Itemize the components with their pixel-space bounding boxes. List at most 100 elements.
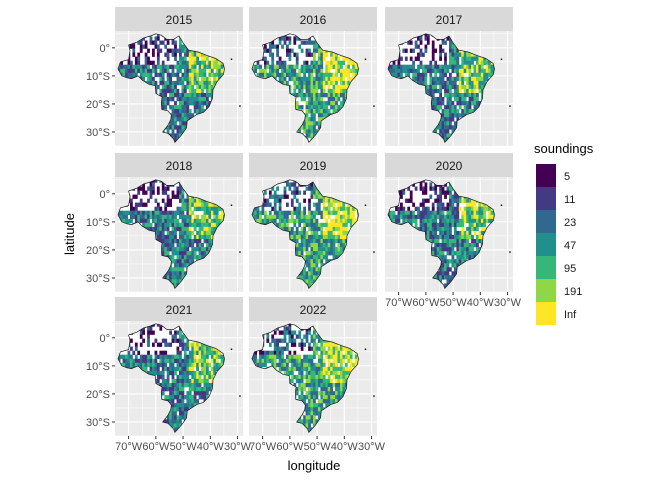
sounding-cell: [169, 271, 172, 276]
sounding-cell: [444, 88, 447, 94]
sounding-cell: [156, 33, 160, 37]
sounding-cell: [315, 68, 319, 74]
sounding-cell: [349, 60, 353, 65]
sounding-cell: [308, 64, 311, 69]
sounding-cell: [417, 80, 420, 86]
sounding-cell: [327, 222, 331, 228]
sounding-cell: [183, 84, 187, 90]
sounding-cell: [254, 64, 257, 69]
sounding-cell: [188, 202, 192, 207]
sounding-cell: [283, 190, 287, 195]
sounding-cell: [179, 210, 182, 215]
sounding-cell: [266, 218, 270, 224]
sounding-cell: [176, 275, 180, 280]
sounding-cell: [449, 133, 452, 138]
sounding-cell: [166, 247, 170, 252]
sounding-cell: [122, 64, 126, 69]
sounding-cell: [325, 230, 329, 236]
sounding-cell: [436, 101, 440, 106]
sounding-cell: [446, 105, 450, 110]
sounding-cell: [288, 230, 292, 236]
sounding-cell: [264, 210, 267, 215]
sounding-cell: [327, 251, 331, 256]
sounding-cell: [441, 101, 445, 106]
sounding-cell: [461, 52, 465, 57]
sounding-cell: [431, 84, 435, 90]
sounding-cell: [127, 60, 131, 65]
sounding-cell: [169, 210, 172, 215]
sounding-cell: [208, 202, 212, 207]
sounding-cell: [196, 88, 199, 94]
sounding-cell: [169, 88, 172, 94]
sounding-cell: [179, 93, 182, 98]
sounding-cell: [488, 60, 491, 65]
sounding-cell: [320, 76, 324, 82]
sounding-cell: [181, 271, 185, 276]
sounding-cell: [171, 105, 175, 110]
sounding-cell: [176, 125, 180, 130]
sounding-cell: [344, 68, 348, 74]
sounding-cell: [320, 52, 324, 57]
sounding-cell: [213, 64, 217, 69]
sounding-cell: [293, 194, 297, 199]
sounding-cell: [313, 117, 316, 122]
sounding-cell: [456, 88, 460, 94]
sounding-cell: [434, 72, 438, 78]
sounding-cell: [429, 88, 433, 94]
sounding-cell: [130, 64, 133, 69]
sounding-cell: [463, 56, 467, 61]
sounding-cell: [181, 44, 185, 49]
sounding-cell: [308, 117, 311, 122]
sounding-cell: [154, 179, 158, 183]
sounding-cell: [147, 80, 150, 86]
sounding-cell: [191, 198, 195, 203]
sounding-cell: [485, 60, 489, 65]
sounding-cell: [476, 105, 479, 110]
sounding-cell: [161, 230, 165, 236]
sounding-cell: [466, 80, 469, 86]
sounding-cell: [330, 101, 333, 106]
sounding-cell: [152, 186, 155, 191]
sounding-cell: [419, 80, 423, 86]
sounding-cell: [310, 182, 314, 187]
sounding-cell: [313, 76, 316, 82]
sounding-cell: [471, 109, 474, 114]
facet-strip: [249, 7, 377, 31]
sounding-cell: [215, 218, 219, 224]
sounding-cell: [441, 129, 445, 134]
sounding-cell: [171, 52, 175, 57]
sounding-cell: [320, 56, 324, 61]
sounding-cell: [176, 129, 180, 134]
sounding-cell: [159, 234, 163, 240]
island-mark: [373, 105, 375, 107]
island-mark: [230, 204, 233, 206]
sounding-cell: [451, 109, 455, 114]
sounding-cell: [313, 60, 316, 65]
sounding-cell: [159, 226, 163, 232]
sounding-cell: [327, 76, 331, 82]
sounding-cell: [300, 234, 304, 240]
sounding-cell: [424, 84, 428, 90]
sounding-cell: [295, 230, 299, 236]
sounding-cell: [419, 60, 423, 65]
sounding-cell: [159, 40, 163, 45]
sounding-cell: [259, 214, 262, 220]
sounding-cell: [330, 230, 333, 236]
sounding-cell: [449, 121, 452, 126]
sounding-cell: [315, 247, 319, 252]
sounding-cell: [169, 247, 172, 252]
sounding-cell: [308, 214, 311, 220]
sounding-cell: [134, 194, 138, 199]
sounding-cell: [193, 198, 197, 203]
sounding-cell: [164, 218, 168, 224]
sounding-cell: [134, 206, 138, 211]
sounding-cell: [422, 68, 425, 74]
sounding-cell: [139, 202, 143, 207]
map-area: [115, 177, 243, 293]
sounding-cell: [308, 76, 311, 82]
sounding-cell: [419, 48, 423, 53]
sounding-cell: [303, 129, 306, 134]
sounding-cell: [130, 68, 133, 74]
sounding-cell: [298, 129, 302, 134]
sounding-cell: [293, 36, 297, 41]
